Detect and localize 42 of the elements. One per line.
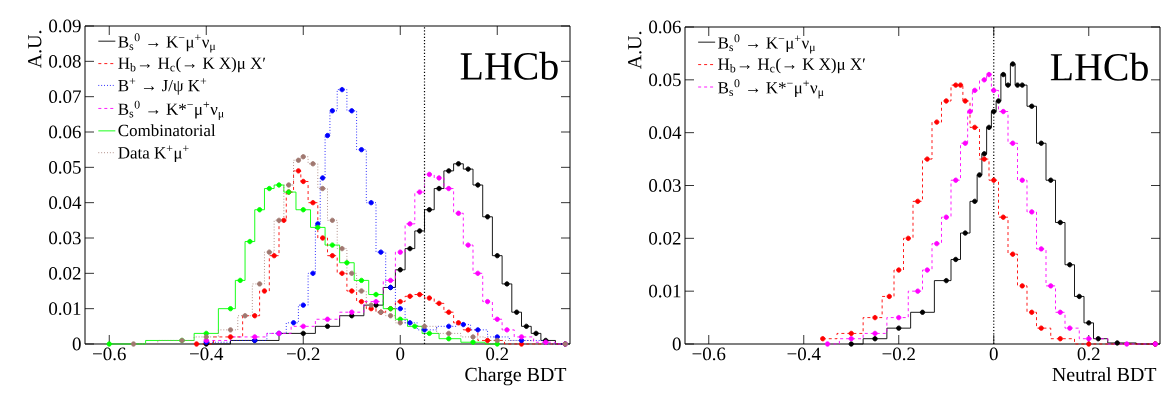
y-tick-label: 0.01 <box>649 284 681 298</box>
y-tick-label: 0.03 <box>49 231 81 245</box>
x-tick-label: −0.4 <box>190 347 224 361</box>
text: B$_{s}$$^{0}$ → K$^{−}$μ$^{+}$ν$_{μ}$ <box>118 33 216 53</box>
y-axis-title: A.U. <box>628 31 642 70</box>
x-tick-label: 0.2 <box>486 347 509 361</box>
annotation: LHCb <box>1050 52 1148 81</box>
legend-label: B$^{+}$ → J/ψ K$^{+}$ <box>118 78 207 95</box>
y-tick-label: 0.04 <box>49 196 82 210</box>
text: B$_{s}$$^{0}$ → K$^{−}$μ$^{+}$ν$_{μ}$ <box>718 34 816 54</box>
y-tick-label: 0.02 <box>49 266 81 280</box>
x-tick-label: −0.2 <box>882 347 915 361</box>
y-tick-label: 0.09 <box>49 19 81 33</box>
annotation: LHCb <box>460 51 558 80</box>
y-tick-label: 0.05 <box>49 160 81 174</box>
x-tick-label: 0.2 <box>1077 347 1100 361</box>
legend-label: H$_{b}$→ H$_{c}$(→ K X)μ X′ <box>118 56 266 73</box>
legend-label: Data K$^{+}$μ$^{+}$ <box>118 145 189 163</box>
x-tick-label: −0.4 <box>787 347 821 361</box>
y-axis-title: A.U. <box>28 30 42 69</box>
legend-label: H$_{b}$→ H$_{c}$(→ K X)μ X′ <box>718 57 865 74</box>
x-tick-label: 0 <box>396 347 405 361</box>
y-tick-label: 0.01 <box>49 302 81 316</box>
legend-label: Combinatorial <box>118 124 216 137</box>
y-tick-label: 0.03 <box>649 179 681 192</box>
x-axis-title: Charge BDT <box>465 367 567 386</box>
text: B$_{s}$$^{0}$ → K*$^{−}$μ$^{+}$ν$_{μ}$ <box>718 79 824 99</box>
y-tick-label: 0.05 <box>649 73 681 87</box>
y-tick-label: 0 <box>72 337 81 351</box>
y-tick-label: 0.04 <box>649 126 682 140</box>
y-tick-label: 0 <box>672 337 681 351</box>
y-tick-label: 0.07 <box>49 90 81 104</box>
y-tick-label: 0.02 <box>649 231 681 245</box>
x-tick-label: −0.2 <box>287 347 320 361</box>
x-axis-title: Neutral BDT <box>1052 367 1157 382</box>
y-tick-label: 0.06 <box>649 20 681 34</box>
x-tick-label: −0.6 <box>93 347 126 361</box>
y-tick-label: 0.06 <box>49 125 81 139</box>
x-tick-label: −0.6 <box>692 347 726 361</box>
text: B$_{s}$$^{0}$ → K*$^{−}$μ$^{+}$ν$_{μ}$ <box>118 100 224 120</box>
x-tick-label: 0 <box>989 347 998 361</box>
y-tick-label: 0.08 <box>49 54 81 68</box>
